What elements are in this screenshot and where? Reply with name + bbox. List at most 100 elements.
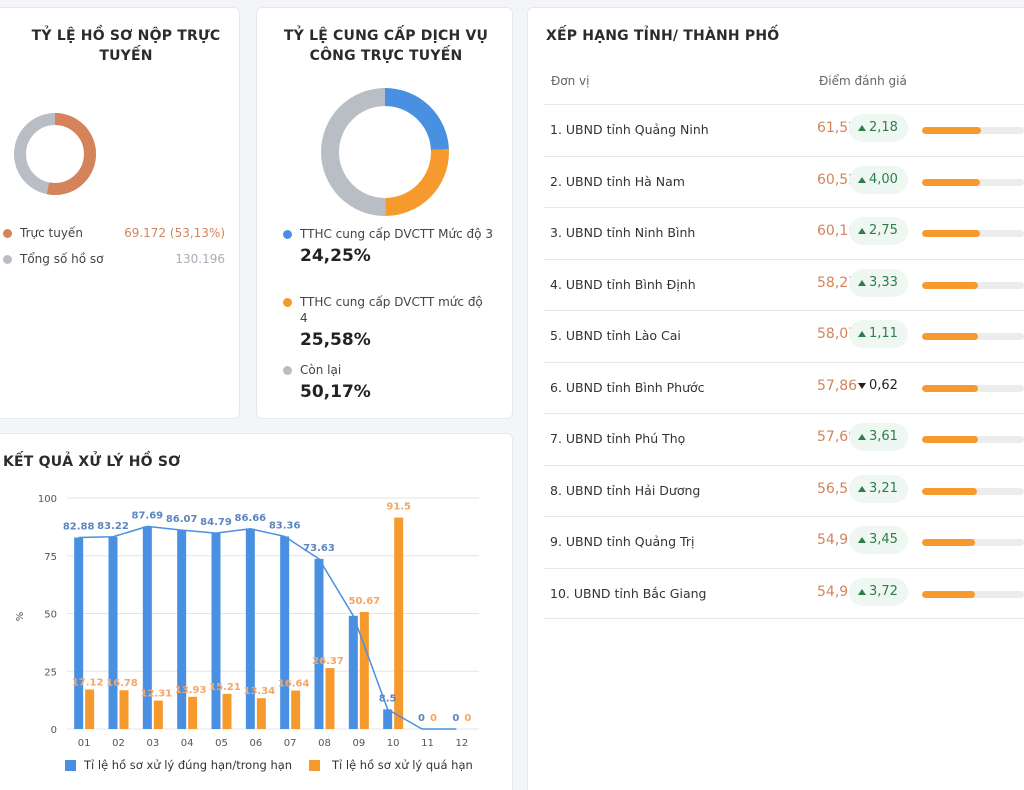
donut-online-slice[interactable] — [14, 113, 96, 195]
y-tick-label: 50 — [44, 610, 57, 621]
ranking-score: 54,9 — [817, 532, 849, 548]
ranking-delta-badge: 4,00 — [849, 165, 908, 194]
legend-level3-label: TTHC cung cấp DVCTT Mức độ 3 — [300, 227, 493, 241]
processing-result-card: KẾT QUẢ XỬ LÝ HỒ SƠ 0 25 50 75 100% 01 02 03 04 0… — [0, 433, 513, 790]
ranking-score: 58,07 — [817, 326, 858, 342]
x-tick-label: 08 — [318, 738, 331, 749]
bar-on-time[interactable] — [142, 526, 152, 729]
ranking-row[interactable]: 7. UBND tỉnh Phú Thọ 57,69 3,61 — [544, 413, 1024, 464]
bar-overdue[interactable] — [325, 668, 335, 729]
bar-on-time[interactable] — [108, 536, 118, 729]
ranking-card: XẾP HẠNG TỈNH/ THÀNH PHỐ Đơn vị Điểm đán… — [527, 7, 1024, 790]
x-tick-label: 04 — [181, 738, 194, 749]
ranking-unit-name: 4. UBND tỉnh Bình Định — [550, 276, 696, 292]
ranking-score-bar-fill — [922, 384, 979, 392]
ranking-delta-value: 2,75 — [869, 223, 898, 238]
bar-overdue-label: 15.21 — [209, 682, 241, 693]
ranking-unit-name: 9. UBND tỉnh Quảng Trị — [550, 534, 695, 549]
service-donut-chart[interactable] — [315, 82, 455, 222]
ranking-unit-name: 5. UBND tỉnh Lào Cai — [550, 328, 681, 343]
x-tick-label: 11 — [421, 738, 434, 749]
bar-overdue-label: 91.5 — [386, 502, 411, 513]
online-submission-card: TỶ LỆ HỒ SƠ NỘP TRỰC TUYẾN Trực tuyến 69… — [0, 7, 240, 419]
ranking-row[interactable]: 10. UBND tỉnh Bắc Giang 54,9 3,72 — [544, 567, 1024, 619]
bar-on-time-label: 83.36 — [269, 520, 301, 531]
ranking-score: 60,52 — [817, 171, 858, 188]
service-donut-slice-2[interactable] — [321, 88, 449, 216]
bar-overdue[interactable] — [153, 700, 163, 729]
legend-level4-dot — [283, 298, 292, 307]
bar-on-time[interactable] — [383, 709, 393, 729]
bar-on-time-label: 86.66 — [235, 513, 267, 524]
bar-overdue-label: 16.78 — [106, 678, 138, 689]
ranking-score-bar — [922, 539, 1024, 546]
bar-on-time[interactable] — [177, 530, 187, 729]
ranking-col-score: Điểm đánh giá — [819, 74, 907, 88]
ranking-delta-badge: 1,11 — [849, 320, 908, 348]
ranking-score-bar-fill — [922, 436, 979, 443]
bar-on-time[interactable] — [280, 536, 290, 729]
bar-overdue[interactable] — [119, 690, 129, 729]
bar-overdue[interactable] — [188, 696, 198, 729]
ranking-delta-value: 0,62 — [869, 377, 898, 393]
bar-overdue-label: 13.93 — [175, 685, 207, 696]
ranking-row[interactable]: 5. UBND tỉnh Lào Cai 58,07 1,11 — [544, 310, 1024, 361]
legend-online: Trực tuyến 69.172 (53,13%) — [3, 226, 225, 240]
ranking-row[interactable]: 3. UBND tỉnh Ninh Bình 60,16 2,75 — [544, 207, 1024, 258]
ranking-score-bar — [922, 333, 1024, 340]
ranking-score-bar-fill — [922, 127, 982, 134]
ranking-delta-badge: 3,72 — [849, 577, 908, 606]
x-tick-label: 07 — [284, 738, 297, 749]
ranking-delta-badge: 3,33 — [849, 268, 908, 297]
legend-total-value: 130.196 — [175, 252, 225, 266]
bar-overdue[interactable] — [291, 690, 301, 729]
legend-overdue-swatch — [309, 760, 320, 771]
legend-on-time-label: Tỉ lệ hồ sơ xử lý đúng hạn/trong hạn — [83, 758, 292, 772]
x-tick-label: 06 — [249, 738, 262, 749]
ranking-row[interactable]: 1. UBND tỉnh Quảng Ninh 61,52 2,18 — [544, 104, 1024, 155]
legend-total-label: Tổng số hồ sơ — [20, 252, 104, 266]
ranking-score-bar-fill — [922, 281, 979, 289]
ranking-delta-badge: 3,61 — [849, 423, 908, 451]
bar-overdue[interactable] — [85, 689, 95, 729]
bar-on-time[interactable] — [348, 615, 358, 729]
ranking-row[interactable]: 9. UBND tỉnh Quảng Trị 54,9 3,45 — [544, 516, 1024, 567]
bar-overdue-label: 13.34 — [244, 686, 276, 697]
ranking-score-bar — [922, 384, 1024, 392]
ranking-score: 60,16 — [817, 223, 858, 239]
ranking-score: 58,27 — [817, 274, 858, 291]
ranking-score: 61,52 — [817, 120, 858, 136]
bar-overdue[interactable] — [256, 698, 266, 729]
ranking-row[interactable]: 6. UBND tỉnh Bình Phước 57,86 0,62 — [544, 361, 1024, 413]
bar-on-time[interactable] — [74, 537, 84, 729]
ranking-row[interactable]: 8. UBND tỉnh Hải Dương 56,56 3,21 — [544, 464, 1024, 516]
bar-on-time[interactable] — [211, 533, 221, 729]
bar-overdue[interactable] — [394, 517, 404, 729]
y-axis-label: % — [15, 612, 26, 622]
ranking-score: 57,86 — [817, 377, 858, 394]
legend-level3-value: 24,25% — [300, 246, 371, 266]
y-tick-label: 75 — [44, 552, 57, 563]
x-tick-label: 12 — [455, 738, 468, 749]
trend-line — [78, 525, 457, 730]
service-donut-slice-3[interactable] — [321, 88, 449, 216]
ranking-score-bar — [922, 590, 1024, 598]
ranking-row[interactable]: 4. UBND tỉnh Bình Định 58,27 3,33 — [544, 258, 1024, 310]
bar-overdue-label: 12.31 — [141, 689, 173, 700]
online-donut-chart[interactable] — [5, 104, 105, 204]
ranking-delta-badge: 2,75 — [849, 217, 908, 245]
arrow-up-icon — [858, 228, 866, 234]
ranking-delta-value: 3,61 — [869, 429, 898, 444]
ranking-row[interactable]: 2. UBND tỉnh Hà Nam 60,52 4,00 — [544, 155, 1024, 207]
ranking-delta-value: 3,45 — [869, 532, 898, 547]
legend-on-time-swatch — [65, 760, 76, 771]
x-tick-label: 03 — [146, 738, 159, 749]
bar-on-time[interactable] — [314, 558, 324, 729]
bar-on-time[interactable] — [245, 528, 255, 729]
legend-level3-dot — [283, 230, 292, 239]
bar-overdue[interactable] — [222, 693, 232, 729]
bar-overdue[interactable] — [359, 611, 369, 729]
x-tick-label: 05 — [215, 738, 228, 749]
legend-online-value: 69.172 (53,13%) — [124, 226, 225, 240]
x-tick-label: 01 — [78, 738, 91, 749]
